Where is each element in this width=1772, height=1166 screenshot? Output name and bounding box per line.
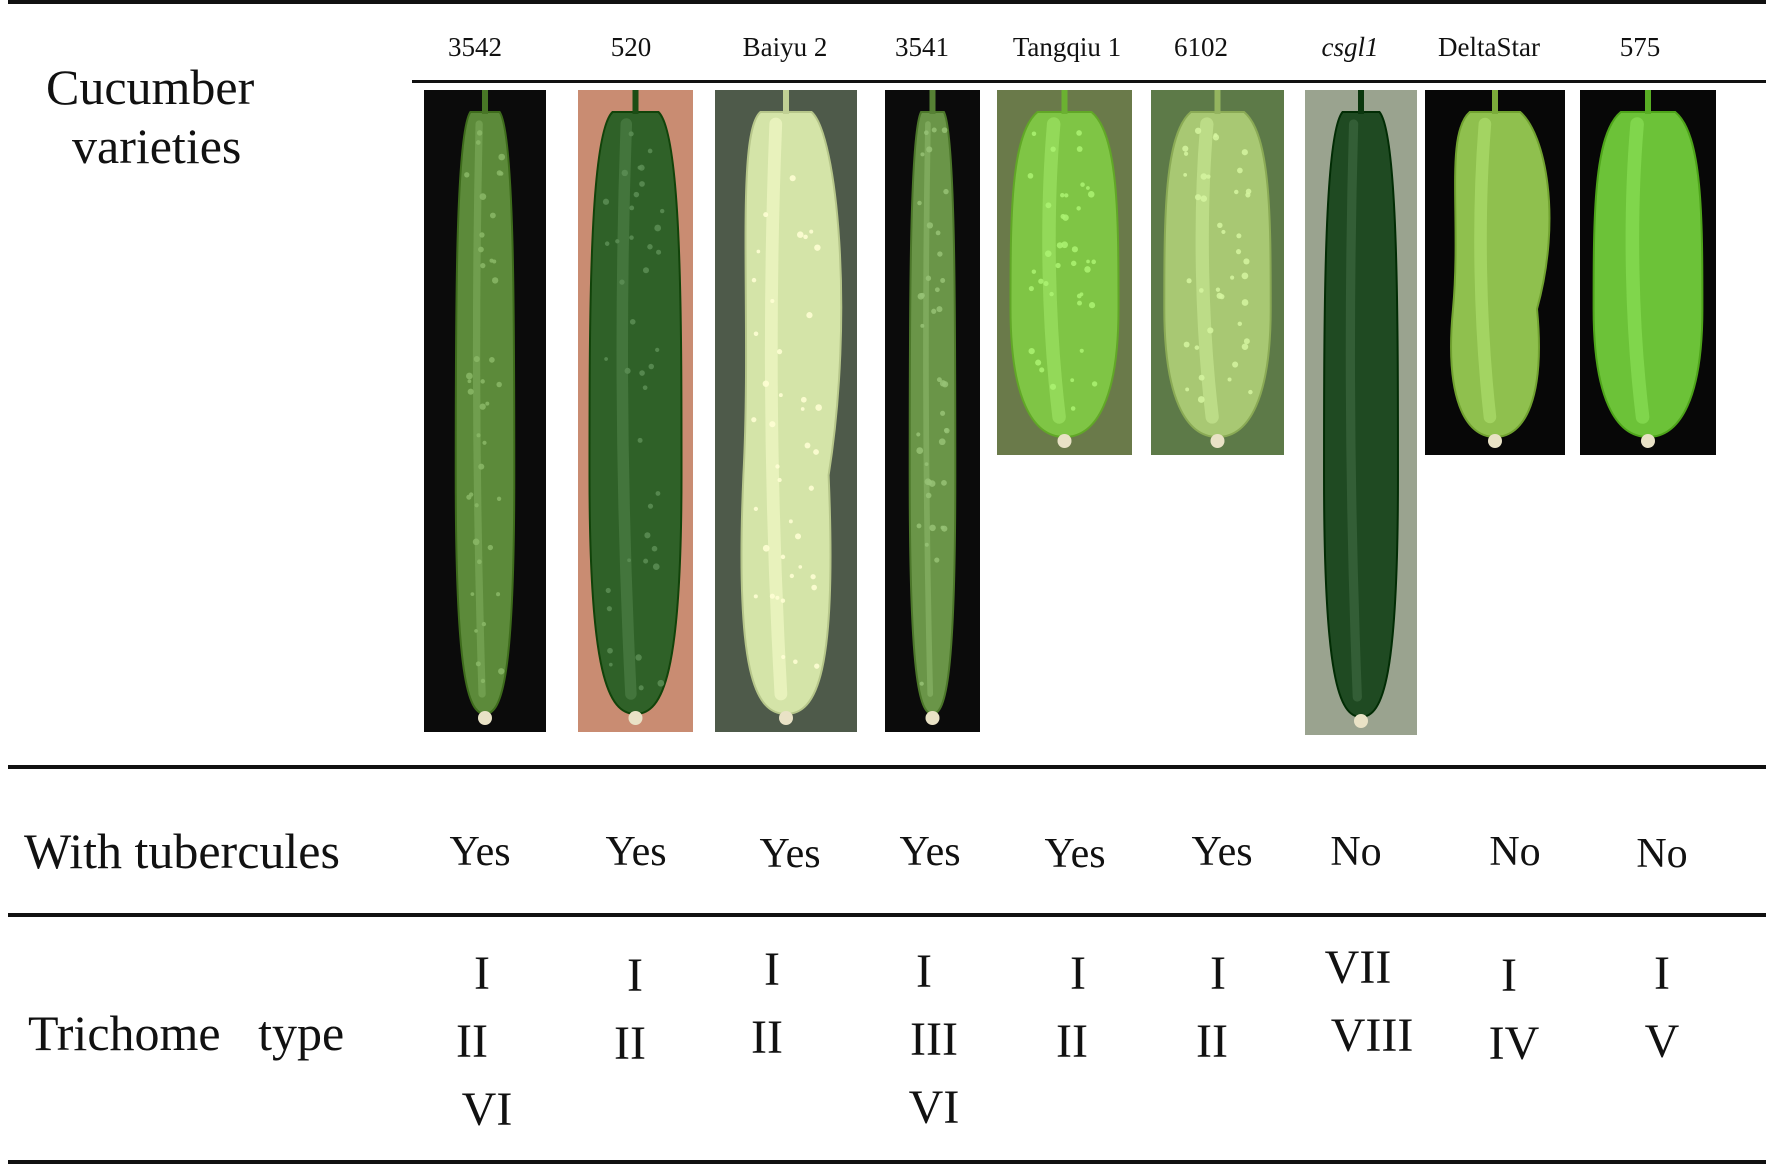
photo-drawing <box>1151 90 1284 455</box>
trichome-types: I II VI <box>402 940 562 1144</box>
cucumber-photo-3542 <box>424 90 546 732</box>
cucumber-photo-3541 <box>885 90 980 732</box>
row-label-trichome: Trichome type <box>28 1005 345 1061</box>
trichome-types: I V <box>1582 940 1742 1076</box>
photo-drawing <box>1425 90 1565 455</box>
trichome-type: I <box>627 949 643 1002</box>
variety-name: 520 <box>610 32 652 62</box>
bottom-rule <box>8 1160 1766 1164</box>
photo-drawing <box>885 90 980 732</box>
variety-name: 3541 <box>895 32 949 62</box>
trichome-type: I <box>1501 949 1517 1002</box>
photo-drawing <box>997 90 1132 455</box>
trichome-types: I II <box>555 942 715 1078</box>
tubercules-value: Yes <box>1191 829 1253 875</box>
cucumber-fruit <box>1009 111 1120 439</box>
cucumber-photo-6102 <box>1151 90 1284 455</box>
cucumber-photo-575 <box>1580 90 1716 455</box>
cucumber-fruit <box>1163 111 1272 439</box>
trichome-type: II <box>1196 1015 1228 1068</box>
variety-name: DeltaStar <box>1438 32 1540 62</box>
cucumber-fruit <box>1450 111 1551 439</box>
trichome-type: VI <box>908 1081 960 1134</box>
row-label-varieties-line1: Cucumber <box>46 59 255 115</box>
trichome-type: VII <box>1324 941 1392 994</box>
top-rule <box>8 0 1766 4</box>
tubercules-value: No <box>1489 829 1541 875</box>
variety-name: 575 <box>1619 32 1661 62</box>
variety-name: 6102 <box>1174 32 1228 62</box>
cucumber-photo-tangqiu-1 <box>997 90 1132 455</box>
variety-name: Tangqiu 1 <box>1012 32 1122 62</box>
mid-rule-2 <box>8 913 1766 917</box>
trichome-type: VI <box>461 1083 513 1136</box>
tubercules-value: No <box>1330 829 1382 875</box>
trichome-type: IV <box>1488 1017 1540 1070</box>
cucumber-fruit <box>740 111 843 716</box>
tubercules-value: Yes <box>449 829 511 875</box>
trichome-types: I II <box>692 936 852 1072</box>
trichome-type: II <box>456 1015 488 1068</box>
trichome-type: II <box>751 1011 783 1064</box>
trichome-type: I <box>1654 947 1670 1000</box>
variety-name: csgl1 <box>1321 32 1379 62</box>
tubercules-value: Yes <box>899 829 961 875</box>
photo-drawing <box>715 90 857 732</box>
cucumber-photo-baiyu-2 <box>715 90 857 732</box>
variety-name: Baiyu 2 <box>742 32 828 62</box>
trichome-type: I <box>764 943 780 996</box>
trichome-types: I IV <box>1434 942 1594 1078</box>
row-label-varieties: Cucumber varieties <box>46 58 254 176</box>
cucumber-fruit <box>1323 111 1399 719</box>
photo-drawing <box>1305 90 1417 735</box>
row-label-varieties-line2: varieties <box>72 118 242 174</box>
row-label-tubercules: With tubercules <box>24 823 340 879</box>
cucumber-photo-520 <box>578 90 693 732</box>
photo-drawing <box>424 90 546 732</box>
variety-name: 3542 <box>448 32 502 62</box>
cucumber-fruit <box>1592 111 1704 439</box>
tubercules-value: Yes <box>1044 831 1106 877</box>
trichome-type: II <box>1056 1015 1088 1068</box>
mid-rule-1 <box>8 765 1766 769</box>
trichome-type: I <box>1210 947 1226 1000</box>
trichome-type: VIII <box>1330 1009 1414 1062</box>
photo-drawing <box>578 90 693 732</box>
cucumber-photo-deltastar <box>1425 90 1565 455</box>
cucumber-photo-csgl1 <box>1305 90 1417 735</box>
trichome-types: I II <box>998 940 1158 1076</box>
photo-drawing <box>1580 90 1716 455</box>
trichome-type: II <box>614 1017 646 1070</box>
trichome-types: VII VIII <box>1292 934 1452 1070</box>
trichome-type: I <box>916 945 932 998</box>
trichome-type: V <box>1644 1015 1680 1068</box>
tubercules-value: No <box>1636 831 1688 877</box>
tubercules-value: Yes <box>759 831 821 877</box>
trichome-type: I <box>1070 947 1086 1000</box>
cucumber-fruit <box>908 111 957 716</box>
trichome-types: I II <box>1138 940 1298 1076</box>
trichome-type: I <box>474 947 490 1000</box>
trichome-type: III <box>910 1013 958 1066</box>
tubercules-value: Yes <box>605 829 667 875</box>
trichome-types: I III VI <box>854 938 1014 1142</box>
header-underline-rule <box>412 80 1766 83</box>
